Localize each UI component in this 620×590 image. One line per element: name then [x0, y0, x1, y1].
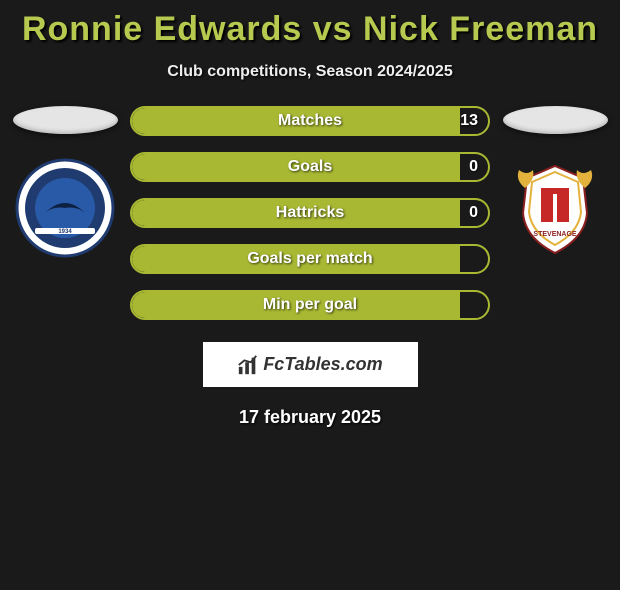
- svg-text:1934: 1934: [58, 229, 72, 235]
- stats-bars: Matches 13 Goals 0 Hattricks 0 Goals per…: [120, 106, 500, 320]
- peterborough-crest-icon: 1934: [15, 158, 115, 258]
- fctables-logo-text: FcTables.com: [263, 354, 382, 375]
- bar-hattricks-label: Hattricks: [276, 204, 344, 222]
- bar-matches: Matches 13: [130, 106, 490, 136]
- svg-text:STEVENAGE: STEVENAGE: [533, 231, 577, 238]
- page-subtitle: Club competitions, Season 2024/2025: [0, 63, 620, 81]
- bar-matches-label: Matches: [278, 112, 342, 130]
- right-player-column: STEVENAGE: [500, 106, 610, 258]
- page-title: Ronnie Edwards vs Nick Freeman: [0, 10, 620, 49]
- right-club-crest: STEVENAGE: [505, 158, 605, 258]
- bar-gpm-label: Goals per match: [247, 250, 372, 268]
- bar-goals-value-right: 0: [469, 158, 478, 176]
- bar-hattricks-value-right: 0: [469, 204, 478, 222]
- bar-goals: Goals 0: [130, 152, 490, 182]
- date-stamp: 17 february 2025: [0, 407, 620, 428]
- bar-goals-per-match: Goals per match: [130, 244, 490, 274]
- bar-matches-value-right: 13: [460, 112, 478, 130]
- bar-hattricks: Hattricks 0: [130, 198, 490, 228]
- fctables-logo[interactable]: FcTables.com: [203, 342, 418, 387]
- chart-icon: [237, 354, 259, 376]
- bar-mpg-label: Min per goal: [263, 296, 357, 314]
- left-club-crest: 1934: [15, 158, 115, 258]
- bar-min-per-goal: Min per goal: [130, 290, 490, 320]
- comparison-row: 1934 Matches 13 Goals 0 Hattricks 0 Goal…: [0, 106, 620, 320]
- left-player-oval: [13, 106, 118, 134]
- right-player-oval: [503, 106, 608, 134]
- stevenage-crest-icon: STEVENAGE: [505, 158, 605, 258]
- bar-goals-label: Goals: [288, 158, 332, 176]
- left-player-column: 1934: [10, 106, 120, 258]
